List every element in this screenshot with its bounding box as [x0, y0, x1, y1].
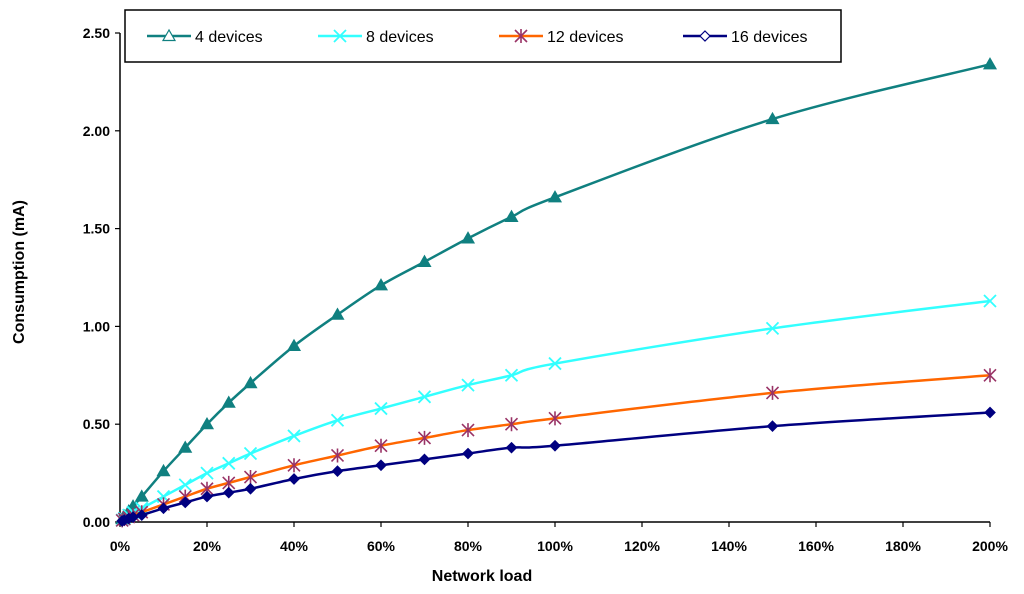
legend-label: 12 devices [547, 29, 624, 46]
data-point [983, 368, 997, 383]
data-point [135, 509, 148, 522]
data-point [504, 368, 519, 382]
data-point [243, 446, 258, 461]
legend-items: 4 devices 8 devices 12 devices 16 devices [147, 28, 808, 46]
legend: 4 devices 8 devices 12 devices 16 devices [124, 9, 842, 63]
data-point [134, 489, 149, 502]
y-tick-label: 0.50 [83, 416, 110, 432]
data-point [222, 486, 235, 499]
legend-item: 8 devices [318, 29, 434, 46]
data-point [417, 430, 432, 445]
data-point [766, 420, 779, 433]
legend-item: 16 devices [683, 29, 808, 46]
x-axis-title: Network load [432, 568, 532, 585]
data-point [222, 456, 236, 470]
legend-item: 4 devices [147, 28, 263, 46]
data-point [982, 57, 998, 70]
data-point [243, 375, 258, 389]
data-point [461, 423, 475, 438]
data-point [244, 482, 257, 495]
y-axis-ticks: 0.00 0.50 1.00 1.50 2.00 2.50 [83, 25, 120, 530]
data-point [243, 470, 258, 485]
data-point [373, 278, 389, 291]
data-point [417, 390, 432, 404]
data-point [288, 473, 300, 485]
data-point [221, 395, 236, 408]
data-point [462, 447, 474, 460]
data-point [548, 411, 562, 426]
data-point [374, 438, 388, 453]
data-point [286, 338, 302, 352]
data-point [460, 231, 476, 244]
legend-label: 4 devices [195, 29, 263, 46]
legend-item: 12 devices [499, 29, 624, 46]
data-point [330, 413, 345, 427]
y-axis-title: Consumption (mA) [11, 200, 28, 344]
x-tick-label: 160% [798, 538, 834, 554]
data-point [179, 496, 192, 509]
y-tick-label: 2.50 [83, 25, 110, 41]
x-tick-label: 120% [624, 538, 660, 554]
legend-marker [699, 30, 711, 42]
data-point [549, 439, 561, 452]
series-16-devices [116, 406, 996, 527]
legend-label: 8 devices [366, 29, 434, 46]
x-axis-ticks: 0% 20% 40% 60% 80% 100% 120% 140% 160% 180% 200% [110, 522, 1008, 554]
data-point [983, 294, 997, 308]
x-tick-label: 40% [280, 538, 309, 554]
data-point [504, 417, 519, 432]
data-point [417, 254, 432, 267]
data-point [374, 401, 388, 416]
data-point [330, 307, 345, 320]
x-tick-label: 200% [972, 538, 1008, 554]
data-point [287, 429, 301, 443]
series-group [115, 57, 998, 528]
data-point [330, 448, 345, 463]
plot-area: 0.00 0.50 1.00 1.50 2.00 2.50 0% 20% 40% 60% 80% 1… [83, 25, 1009, 554]
data-point [200, 466, 214, 480]
data-point [201, 490, 213, 503]
series-line [121, 411, 991, 523]
data-point [157, 502, 170, 515]
data-point [418, 453, 431, 466]
x-tick-label: 180% [885, 538, 921, 554]
x-tick-label: 100% [537, 538, 573, 554]
x-tick-label: 80% [454, 538, 483, 554]
legend-marker [333, 29, 347, 43]
y-tick-label: 1.00 [83, 318, 110, 334]
legend-marker [161, 28, 177, 42]
y-tick-label: 2.00 [83, 123, 110, 139]
data-point [504, 209, 519, 222]
y-tick-label: 0.00 [83, 514, 110, 530]
data-point [505, 441, 518, 454]
x-tick-label: 0% [110, 538, 131, 554]
data-point [461, 378, 475, 392]
data-point [765, 321, 780, 335]
data-point [331, 465, 344, 477]
data-point [765, 385, 780, 400]
data-point [156, 463, 171, 477]
data-point [765, 111, 780, 125]
data-point [199, 416, 215, 430]
x-tick-label: 60% [367, 538, 396, 554]
x-tick-label: 140% [711, 538, 747, 554]
y-tick-label: 1.50 [83, 221, 110, 237]
data-point [548, 356, 562, 371]
data-point [178, 440, 193, 453]
data-point [547, 190, 563, 203]
data-point [287, 458, 301, 473]
data-point [375, 459, 387, 472]
legend-marker [514, 29, 528, 43]
x-tick-label: 20% [193, 538, 222, 554]
legend-label: 16 devices [731, 29, 808, 46]
data-point [178, 478, 192, 492]
data-point [984, 406, 996, 419]
